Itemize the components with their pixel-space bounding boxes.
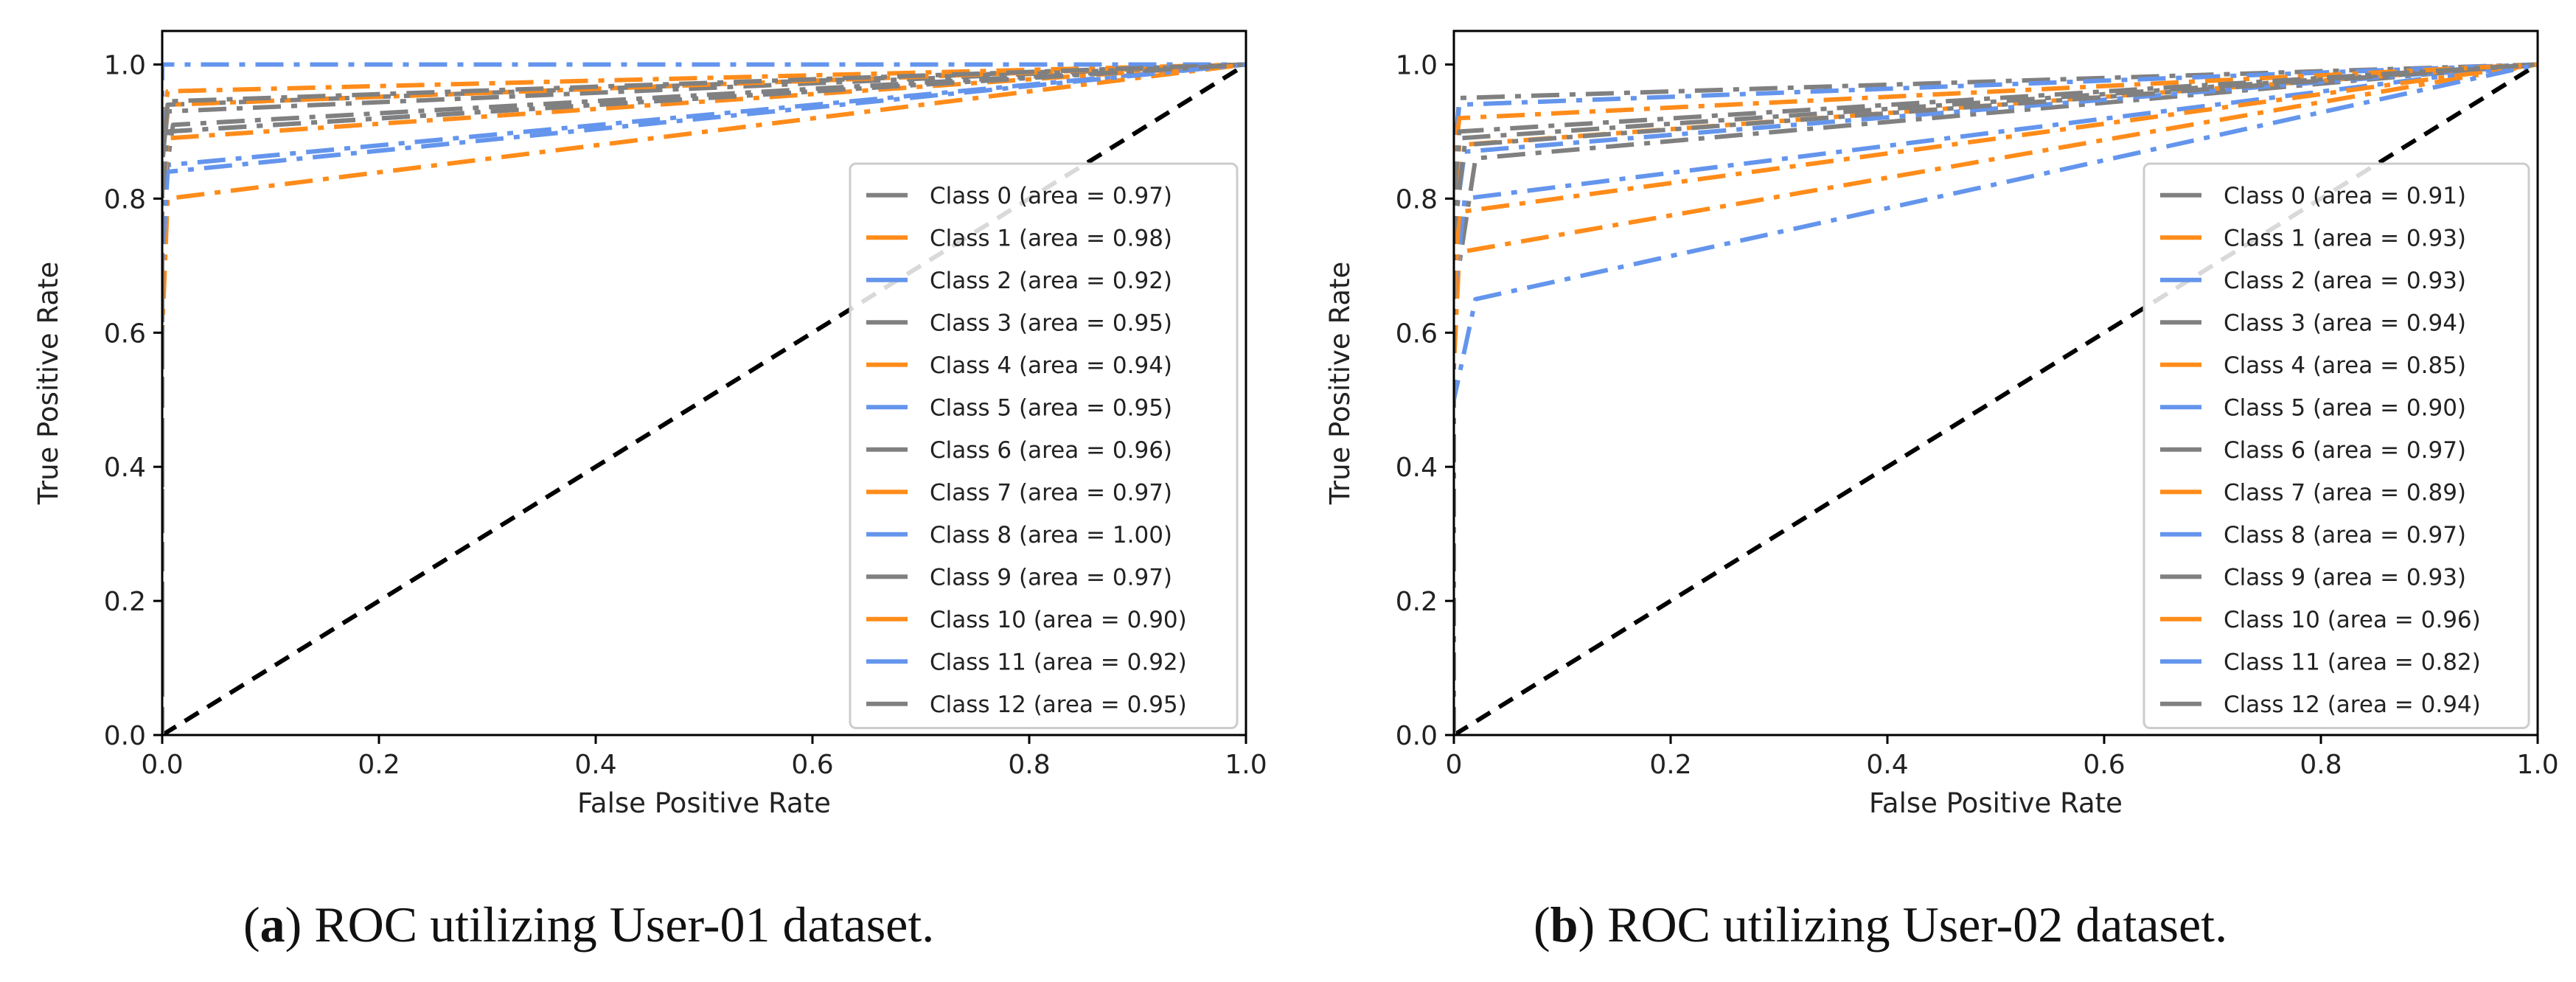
x-tick-label: 0.4 bbox=[574, 750, 616, 780]
legend-entry: Class 11 (area = 0.92) bbox=[930, 649, 1187, 675]
caption-b-text: ROC utilizing User-02 dataset. bbox=[1607, 896, 2228, 953]
axes-frame bbox=[161, 29, 1247, 736]
roc-line-class-10 bbox=[1454, 62, 2538, 735]
roc-line-class-11 bbox=[1454, 62, 2538, 735]
legend-entry: Class 12 (area = 0.94) bbox=[2224, 692, 2481, 718]
roc-line-class-2 bbox=[162, 62, 1246, 735]
legend-entry: Class 11 (area = 0.82) bbox=[2224, 649, 2481, 675]
legend-entry: Class 8 (area = 0.97) bbox=[2224, 522, 2466, 549]
x-tick-label: 1.0 bbox=[2516, 750, 2558, 780]
legend-entry: Class 5 (area = 0.95) bbox=[930, 394, 1172, 421]
y-tick-label: 0.6 bbox=[104, 318, 146, 349]
y-tick-label: 0.8 bbox=[1396, 184, 1438, 215]
y-tick-label: 1.0 bbox=[1396, 50, 1438, 80]
roc-line-class-9 bbox=[1454, 62, 2538, 735]
roc-line-class-10 bbox=[162, 62, 1246, 735]
x-tick-label: 0.4 bbox=[1866, 750, 1908, 780]
y-tick-label: 0.6 bbox=[1396, 318, 1438, 349]
axes-frame bbox=[1452, 29, 2539, 736]
legend-entry: Class 8 (area = 1.00) bbox=[930, 522, 1172, 549]
x-axis-label: False Positive Rate bbox=[577, 787, 831, 819]
legend-entry: Class 10 (area = 0.96) bbox=[2224, 607, 2481, 633]
x-tick-label: 0.6 bbox=[791, 750, 833, 780]
x-axis-label: False Positive Rate bbox=[1869, 787, 2123, 819]
x-tick-label: 0.2 bbox=[358, 750, 400, 780]
y-tick-label: 0.0 bbox=[1396, 721, 1438, 751]
legend-entry: Class 9 (area = 0.93) bbox=[2224, 564, 2466, 591]
legend-entry: Class 4 (area = 0.94) bbox=[930, 352, 1172, 379]
x-tick-label: 0.6 bbox=[2083, 750, 2125, 780]
roc-line-class-6 bbox=[162, 62, 1246, 735]
legend: Class 0 (area = 0.91) Class 1 (area = 0.9… bbox=[2142, 162, 2530, 729]
legend-entry: Class 0 (area = 0.97) bbox=[930, 183, 1172, 209]
legend-entry: Class 7 (area = 0.89) bbox=[2224, 479, 2466, 506]
legend-entry: Class 5 (area = 0.90) bbox=[2224, 394, 2466, 421]
x-tick-label: 0 bbox=[1446, 750, 1463, 780]
y-axis-label: True Positive Rate bbox=[1324, 262, 1356, 506]
caption-a: (a) ROC utilizing User-01 dataset. bbox=[243, 896, 935, 953]
roc-line-class-3 bbox=[162, 62, 1246, 735]
legend-entry: Class 1 (area = 0.98) bbox=[930, 225, 1172, 251]
y-axis-label: True Positive Rate bbox=[32, 262, 64, 506]
legend-entry: Class 1 (area = 0.93) bbox=[2224, 225, 2466, 251]
y-tick-label: 0.2 bbox=[1396, 587, 1438, 617]
legend-box bbox=[849, 162, 1239, 729]
caption-b: (b) ROC utilizing User-02 dataset. bbox=[1534, 896, 2228, 953]
y-tick-label: 0.2 bbox=[104, 587, 146, 617]
roc-line-class-7 bbox=[1454, 62, 2538, 735]
x-tick-label: 0.2 bbox=[1649, 750, 1691, 780]
legend-entry: Class 12 (area = 0.95) bbox=[930, 692, 1187, 718]
legend-entry: Class 6 (area = 0.97) bbox=[2224, 437, 2466, 464]
x-tick-label: 0.8 bbox=[1008, 750, 1050, 780]
caption-a-label: a bbox=[260, 896, 285, 953]
legend-entry: Class 2 (area = 0.93) bbox=[2224, 268, 2466, 294]
y-tick-label: 0.8 bbox=[104, 184, 146, 215]
caption-a-text: ROC utilizing User-01 dataset. bbox=[314, 896, 935, 953]
legend-entry: Class 3 (area = 0.95) bbox=[930, 310, 1172, 336]
legend-entry: Class 2 (area = 0.92) bbox=[930, 268, 1172, 294]
legend-entry: Class 9 (area = 0.97) bbox=[930, 564, 1172, 591]
roc-line-class-0 bbox=[1454, 62, 2538, 735]
legend-box bbox=[2142, 162, 2530, 729]
legend-entry: Class 4 (area = 0.85) bbox=[2224, 352, 2466, 379]
roc-chart-user-02: 0 0.2 0.4 0.6 0.8 1.0 0.0 0.2 0.4 0.6 0.8 1.0 False … bbox=[1324, 29, 2559, 819]
roc-line-class-4 bbox=[1454, 62, 2538, 735]
y-tick-label: 1.0 bbox=[104, 50, 146, 80]
roc-line-class-11 bbox=[162, 62, 1246, 735]
legend-entry: Class 10 (area = 0.90) bbox=[930, 607, 1187, 633]
roc-line-class-9 bbox=[162, 62, 1246, 735]
legend-entry: Class 3 (area = 0.94) bbox=[2224, 310, 2466, 336]
legend-entry: Class 0 (area = 0.91) bbox=[2224, 183, 2466, 209]
caption-b-label: b bbox=[1550, 896, 1578, 953]
y-tick-label: 0.4 bbox=[1396, 453, 1438, 483]
x-tick-label: 1.0 bbox=[1225, 750, 1267, 780]
roc-line-class-5 bbox=[1454, 62, 2538, 735]
x-tick-label: 0.0 bbox=[141, 750, 183, 780]
y-tick-label: 0.0 bbox=[104, 721, 146, 751]
legend-entry: Class 6 (area = 0.96) bbox=[930, 437, 1172, 464]
legend-entry: Class 7 (area = 0.97) bbox=[930, 479, 1172, 506]
roc-line-class-12 bbox=[162, 62, 1246, 735]
legend: Class 0 (area = 0.97) Class 1 (area = 0.9… bbox=[849, 162, 1239, 729]
y-tick-label: 0.4 bbox=[104, 453, 146, 483]
plot-lines bbox=[162, 62, 1246, 735]
plot-lines bbox=[1454, 62, 2538, 735]
x-tick-label: 0.8 bbox=[2300, 750, 2342, 780]
roc-line-class-12 bbox=[1454, 62, 2538, 735]
roc-chart-user-01: 0.0 0.2 0.4 0.6 0.8 1.0 0.0 0.2 0.4 0.6 0.8 1.0 Fals… bbox=[32, 29, 1267, 819]
